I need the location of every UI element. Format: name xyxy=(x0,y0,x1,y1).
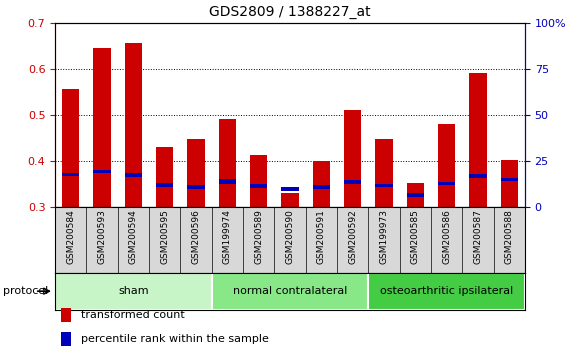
Bar xyxy=(281,193,299,207)
Bar xyxy=(187,139,205,207)
Bar xyxy=(469,175,487,178)
Bar xyxy=(375,184,393,187)
Bar xyxy=(438,124,455,207)
Bar xyxy=(368,273,525,310)
Text: GSM199974: GSM199974 xyxy=(223,209,232,264)
Text: GSM200584: GSM200584 xyxy=(66,209,75,264)
Bar xyxy=(187,184,205,189)
Text: GSM200591: GSM200591 xyxy=(317,209,326,264)
Text: GSM200594: GSM200594 xyxy=(129,209,138,264)
Bar xyxy=(93,170,111,173)
Bar xyxy=(281,187,299,191)
Bar xyxy=(313,161,330,207)
Text: GSM200589: GSM200589 xyxy=(254,209,263,264)
Text: GSM200586: GSM200586 xyxy=(442,209,451,264)
Bar xyxy=(93,48,111,207)
Text: GSM200592: GSM200592 xyxy=(348,209,357,264)
Bar xyxy=(250,155,267,207)
Bar xyxy=(219,179,236,184)
Bar xyxy=(125,173,142,177)
Bar xyxy=(407,193,424,196)
Bar xyxy=(250,184,267,188)
Bar xyxy=(55,273,212,310)
Text: sham: sham xyxy=(118,286,148,296)
Text: GSM200595: GSM200595 xyxy=(160,209,169,264)
Bar xyxy=(501,178,518,181)
Bar xyxy=(61,332,71,346)
Bar xyxy=(212,273,368,310)
Bar xyxy=(407,183,424,207)
Text: GSM200588: GSM200588 xyxy=(505,209,514,264)
Text: GDS2809 / 1388227_at: GDS2809 / 1388227_at xyxy=(209,5,371,19)
Text: GSM200587: GSM200587 xyxy=(473,209,483,264)
Text: GSM200593: GSM200593 xyxy=(97,209,107,264)
Bar xyxy=(375,139,393,207)
Bar xyxy=(156,183,173,187)
Bar xyxy=(313,184,330,189)
Text: transformed count: transformed count xyxy=(81,310,184,320)
Bar xyxy=(344,181,361,184)
Text: percentile rank within the sample: percentile rank within the sample xyxy=(81,333,269,344)
Bar xyxy=(61,308,71,322)
Text: normal contralateral: normal contralateral xyxy=(233,286,347,296)
Text: GSM199973: GSM199973 xyxy=(379,209,389,264)
Text: GSM200585: GSM200585 xyxy=(411,209,420,264)
Text: protocol: protocol xyxy=(3,286,48,296)
Text: osteoarthritic ipsilateral: osteoarthritic ipsilateral xyxy=(380,286,513,296)
Bar xyxy=(438,182,455,185)
Bar xyxy=(62,89,79,207)
Text: GSM200590: GSM200590 xyxy=(285,209,295,264)
Bar xyxy=(156,147,173,207)
Text: GSM200596: GSM200596 xyxy=(191,209,201,264)
Bar xyxy=(62,172,79,176)
Bar xyxy=(501,160,518,207)
Bar xyxy=(125,43,142,207)
Bar xyxy=(469,73,487,207)
Bar xyxy=(344,110,361,207)
Bar xyxy=(219,119,236,207)
